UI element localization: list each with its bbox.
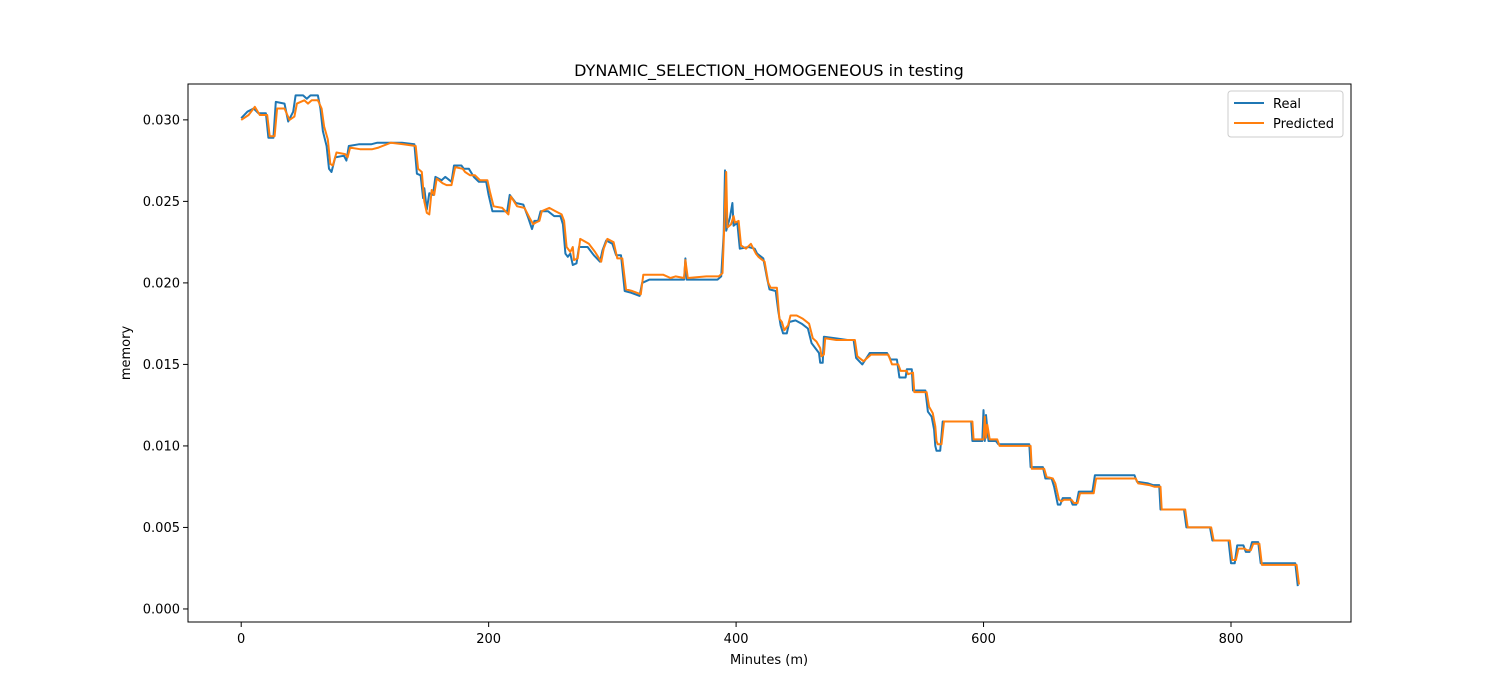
series-line-real [240,94,1299,587]
x-axis-label: Minutes (m) [730,653,808,668]
chart-title: DYNAMIC_SELECTION_HOMOGENEOUS in testing [574,61,964,81]
x-tick-label: 400 [724,632,749,647]
y-tick-label: 0.000 [143,602,180,617]
y-axis: 0.000 0.005 0.010 0.015 0.020 0.025 0.030 [143,113,188,617]
x-tick-label: 0 [237,632,245,647]
x-tick-label: 800 [1219,632,1244,647]
plot-frame [187,83,1352,623]
x-tick-label: 600 [971,632,996,647]
legend: Real Predicted [1227,90,1344,138]
x-axis: 0 200 400 600 800 [237,622,1243,647]
legend-label-predicted: Predicted [1273,117,1334,132]
series-line-predicted [240,99,1300,585]
y-axis-label: memory [119,326,134,381]
plot-area [240,94,1300,587]
legend-label-real: Real [1273,97,1301,112]
y-tick-label: 0.030 [143,113,180,128]
y-tick-label: 0.005 [143,521,180,536]
y-tick-label: 0.020 [143,276,180,291]
y-tick-label: 0.025 [143,195,180,210]
x-tick-label: 200 [476,632,501,647]
y-tick-label: 0.015 [143,358,180,373]
y-tick-label: 0.010 [143,439,180,454]
